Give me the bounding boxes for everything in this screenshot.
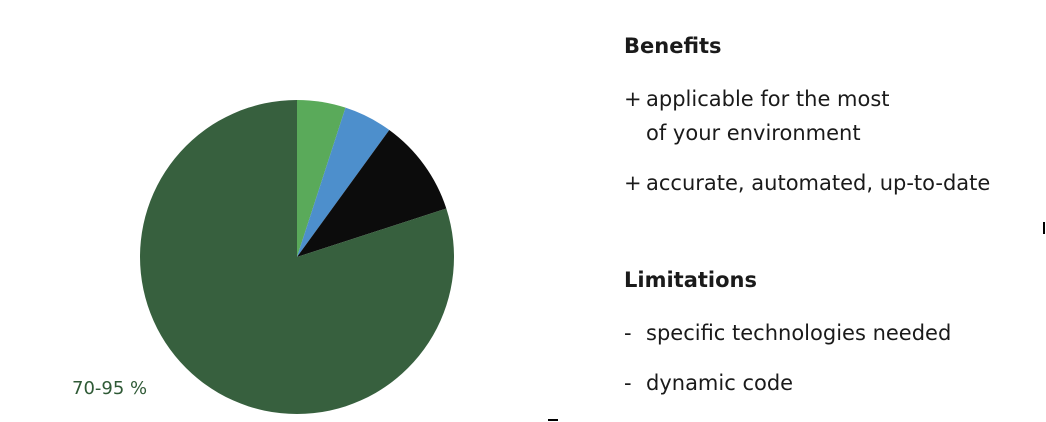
benefit-item: + applicable for the most of your enviro… — [624, 82, 1039, 150]
limitation-item: - dynamic code — [624, 366, 1039, 400]
minus-marker: - — [624, 321, 632, 345]
limitation-text: specific technologies needed — [646, 321, 952, 345]
pie-slice-3 — [297, 129, 447, 257]
text-panel: Benefits + applicable for the most of yo… — [624, 30, 1039, 400]
limitations-list: - specific technologies needed - dynamic… — [624, 316, 1039, 400]
edge-mark-bottom — [548, 419, 558, 421]
pie-slice-4 — [140, 100, 455, 414]
edge-mark-right — [1043, 222, 1045, 234]
pie-slice-2 — [297, 107, 390, 258]
limitation-text: dynamic code — [646, 371, 794, 395]
pie-chart — [140, 100, 455, 414]
limitation-item: - specific technologies needed — [624, 316, 1039, 350]
benefit-item: + accurate, automated, up-to-date — [624, 166, 1039, 200]
limitations-heading: Limitations — [624, 268, 757, 292]
benefit-text: accurate, automated, up-to-date — [646, 171, 991, 195]
pie-slice-1 — [297, 100, 346, 257]
benefits-heading: Benefits — [624, 34, 722, 58]
minus-marker: - — [624, 371, 632, 395]
benefits-list: + applicable for the most of your enviro… — [624, 82, 1039, 200]
pie-slice-label-main: 70-95 % — [72, 378, 148, 399]
plus-marker: + — [624, 171, 642, 195]
benefit-text: applicable for the most of your environm… — [646, 87, 890, 145]
plus-marker: + — [624, 87, 642, 111]
